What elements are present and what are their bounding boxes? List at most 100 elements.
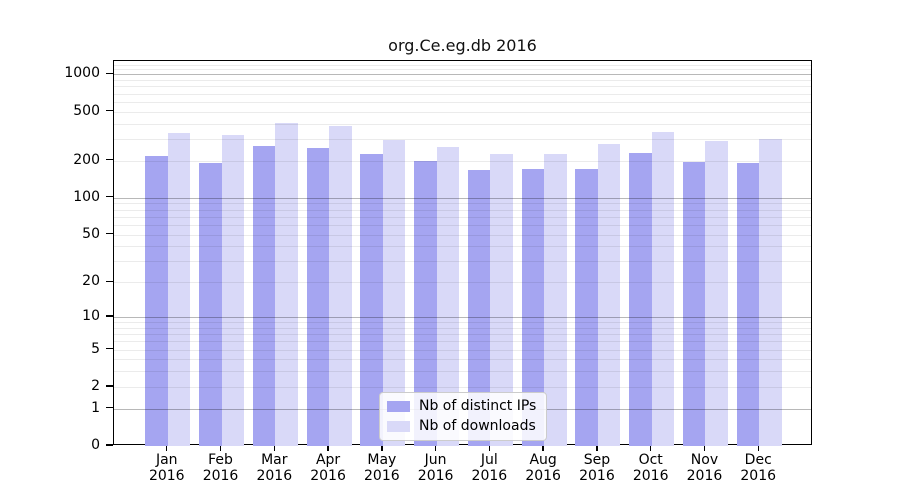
- y-tick-label: 100: [73, 188, 100, 205]
- y-tick-label: 2: [91, 377, 100, 394]
- x-tick-year: 2016: [632, 468, 669, 484]
- x-tick-year: 2016: [202, 468, 239, 484]
- x-tick-year: 2016: [148, 468, 185, 484]
- x-tick-label: Dec 2016: [728, 452, 788, 484]
- x-tick-label: May 2016: [352, 452, 412, 484]
- bar-downloads-jan: [167, 133, 191, 446]
- x-tick-label: Oct 2016: [621, 452, 681, 484]
- legend-swatch-downloads: [387, 420, 410, 432]
- gridline-1000: [114, 74, 811, 76]
- gridline-700: [114, 93, 811, 95]
- bar-distinct-ips-aug: [521, 168, 545, 446]
- bar-downloads-sep: [597, 143, 621, 446]
- y-tick-label: 0: [91, 437, 100, 453]
- gridline-300: [114, 139, 811, 141]
- x-tick-mark: [757, 445, 759, 451]
- bar-distinct-ips-apr: [306, 147, 330, 446]
- y-tick-mark: [106, 385, 113, 387]
- y-tick-label: 1: [91, 399, 100, 416]
- gridline-400: [114, 123, 811, 125]
- y-tick-mark: [106, 159, 113, 161]
- x-tick-label: Nov 2016: [674, 452, 734, 484]
- gridline-1200: [114, 64, 811, 66]
- chart-title: org.Ce.eg.db 2016: [388, 36, 537, 55]
- gridline-5: [114, 349, 811, 351]
- x-tick-mark: [273, 445, 275, 451]
- bar-distinct-ips-may: [360, 154, 383, 446]
- y-tick-mark: [106, 347, 113, 350]
- x-tick-year: 2016: [686, 468, 723, 484]
- x-tick-mark: [488, 445, 491, 451]
- x-tick-label: Jul 2016: [459, 452, 519, 484]
- legend-swatch-distinct-ips: [387, 400, 410, 412]
- gridline-9: [114, 322, 811, 324]
- x-tick-year: 2016: [256, 468, 293, 484]
- gridline-60: [114, 224, 811, 226]
- gridline-10: [114, 317, 811, 319]
- y-tick-label: 10: [82, 308, 100, 325]
- bar-distinct-ips-oct: [629, 152, 652, 446]
- legend-item-distinct-ips: Nb of distinct IPs: [387, 398, 536, 414]
- y-tick-mark: [106, 72, 113, 75]
- gridline-800: [114, 86, 811, 88]
- gridline-500: [114, 111, 811, 113]
- x-tick-mark: [219, 445, 222, 451]
- x-tick-year: 2016: [417, 468, 454, 484]
- plot-area: [113, 60, 812, 446]
- gridline-100: [114, 197, 811, 199]
- gridline-6: [114, 341, 811, 343]
- bar-distinct-ips-mar: [252, 145, 276, 446]
- bar-downloads-nov: [705, 141, 728, 446]
- y-tick-mark: [106, 407, 113, 409]
- x-tick-mark: [596, 445, 598, 451]
- x-tick-mark: [542, 445, 544, 451]
- bar-distinct-ips-nov: [682, 162, 706, 446]
- legend-item-downloads: Nb of downloads: [387, 418, 536, 434]
- x-tick-year: 2016: [525, 468, 561, 484]
- bar-downloads-feb: [221, 135, 245, 446]
- gridline-50: [114, 234, 811, 236]
- gridline-900: [114, 80, 811, 82]
- x-tick-year: 2016: [471, 468, 508, 484]
- y-tick-label: 1000: [64, 65, 100, 82]
- bar-downloads-aug: [544, 154, 567, 446]
- x-tick-mark: [166, 445, 168, 451]
- x-tick-label: Apr 2016: [298, 452, 358, 484]
- y-tick-mark: [106, 109, 113, 112]
- bar-distinct-ips-sep: [575, 168, 598, 446]
- x-tick-label: Mar 2016: [244, 452, 304, 484]
- gridline-1100: [114, 69, 811, 71]
- gridline-70: [114, 216, 811, 218]
- x-tick-year: 2016: [740, 468, 777, 484]
- gridline-200: [114, 160, 811, 162]
- x-tick-mark: [649, 445, 652, 451]
- gridline-8: [114, 327, 811, 329]
- bar-distinct-ips-jan: [145, 156, 168, 446]
- gridline-40: [114, 246, 811, 248]
- legend: Nb of distinct IPs Nb of downloads: [379, 392, 548, 441]
- y-tick-label: 200: [73, 151, 100, 168]
- x-tick-label: Jan 2016: [137, 452, 197, 484]
- legend-label: Nb of distinct IPs: [419, 398, 537, 414]
- bar-downloads-jun: [436, 147, 460, 446]
- gridline-600: [114, 101, 811, 103]
- x-tick-mark: [381, 445, 383, 451]
- bar-downloads-mar: [275, 122, 298, 446]
- x-tick-label: Jun 2016: [406, 452, 466, 484]
- bar-distinct-ips-feb: [199, 162, 222, 446]
- gridline-3: [114, 371, 811, 373]
- x-tick-label: Sep 2016: [567, 452, 627, 484]
- y-tick-mark: [106, 196, 113, 198]
- x-tick-year: 2016: [579, 468, 615, 484]
- x-tick-year: 2016: [364, 468, 400, 484]
- legend-label: Nb of downloads: [419, 418, 536, 434]
- gridline-7: [114, 334, 811, 336]
- x-tick-label: Feb 2016: [191, 452, 251, 484]
- bar-distinct-ips-jun: [414, 161, 437, 446]
- gridline-20: [114, 282, 811, 284]
- gridline-4: [114, 359, 811, 361]
- y-tick-mark: [106, 232, 113, 235]
- bar-downloads-oct: [651, 131, 675, 446]
- x-tick-label: Aug 2016: [513, 452, 573, 484]
